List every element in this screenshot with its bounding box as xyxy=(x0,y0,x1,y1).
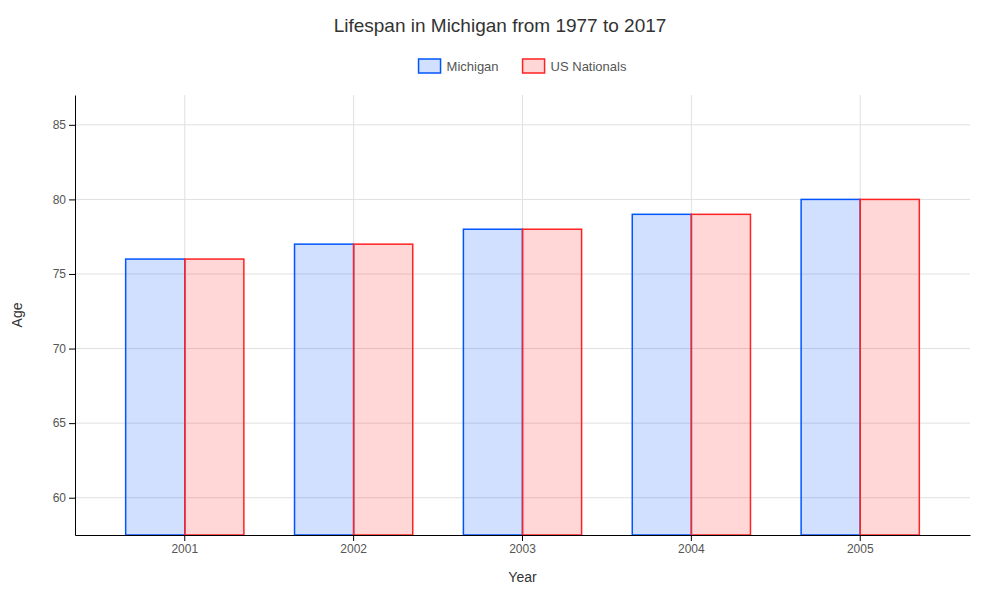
tick-label: 80 xyxy=(53,193,67,207)
tick-label: 75 xyxy=(53,267,67,281)
tick: 85 xyxy=(53,118,75,132)
tick-mark xyxy=(860,535,861,541)
legend-swatch xyxy=(419,59,441,73)
x-axis: 2001 2002 2003 2004 2005 xyxy=(76,535,971,556)
legend-item: US Nationals xyxy=(523,59,627,74)
tick-mark xyxy=(522,535,523,541)
bar xyxy=(126,259,185,535)
bar xyxy=(860,199,919,535)
y-axis: 60 65 70 75 80 85 xyxy=(53,96,76,536)
tick: 2002 xyxy=(340,535,367,556)
tick-mark xyxy=(69,274,75,275)
tick-label: 2001 xyxy=(171,542,198,556)
axis-line xyxy=(75,96,76,536)
legend: Michigan US Nationals xyxy=(419,59,627,74)
tick: 70 xyxy=(53,342,75,356)
tick-mark xyxy=(184,535,185,541)
legend-item: Michigan xyxy=(419,59,499,74)
legend-swatch xyxy=(523,59,545,73)
bar xyxy=(801,199,860,535)
bar xyxy=(295,244,354,535)
bar xyxy=(354,244,413,535)
x-axis-title: Year xyxy=(508,569,537,585)
plot: 2001 2002 2003 2004 2005 60 65 70 75 80 85 xyxy=(53,95,971,556)
tick-label: 2003 xyxy=(509,542,536,556)
tick-label: 2002 xyxy=(340,542,367,556)
bars xyxy=(126,199,920,535)
tick-mark xyxy=(69,498,75,499)
tick-label: 65 xyxy=(53,416,67,430)
tick-label: 85 xyxy=(53,118,67,132)
bar xyxy=(691,214,750,535)
tick-label: 2004 xyxy=(678,542,705,556)
tick-mark xyxy=(69,349,75,350)
bar xyxy=(632,214,691,535)
grid xyxy=(75,95,970,535)
tick-mark xyxy=(691,535,692,541)
tick: 80 xyxy=(53,193,75,207)
bar xyxy=(463,229,522,535)
tick: 2003 xyxy=(509,535,536,556)
legend-label: US Nationals xyxy=(551,59,627,74)
tick-mark xyxy=(353,535,354,541)
tick-mark xyxy=(69,423,75,424)
chart: 2001 2002 2003 2004 2005 60 65 70 75 80 85 Lifespan… xyxy=(0,0,1000,600)
tick: 75 xyxy=(53,267,75,281)
tick-label: 2005 xyxy=(847,542,874,556)
tick-mark xyxy=(69,125,75,126)
tick-mark xyxy=(69,199,75,200)
y-axis-title: Age xyxy=(9,302,25,327)
tick: 2004 xyxy=(678,535,705,556)
legend-label: Michigan xyxy=(447,59,499,74)
tick: 2001 xyxy=(171,535,198,556)
tick-label: 70 xyxy=(53,342,67,356)
bar xyxy=(523,229,582,535)
bar xyxy=(185,259,244,535)
title: Lifespan in Michigan from 1977 to 2017 xyxy=(334,15,667,36)
tick: 2005 xyxy=(847,535,874,556)
tick: 65 xyxy=(53,416,75,430)
tick: 60 xyxy=(53,491,75,505)
tick-label: 60 xyxy=(53,491,67,505)
